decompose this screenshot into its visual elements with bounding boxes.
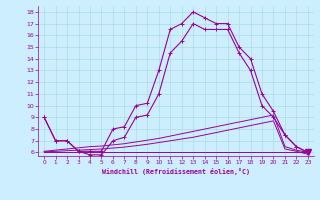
X-axis label: Windchill (Refroidissement éolien,°C): Windchill (Refroidissement éolien,°C) [102, 168, 250, 175]
